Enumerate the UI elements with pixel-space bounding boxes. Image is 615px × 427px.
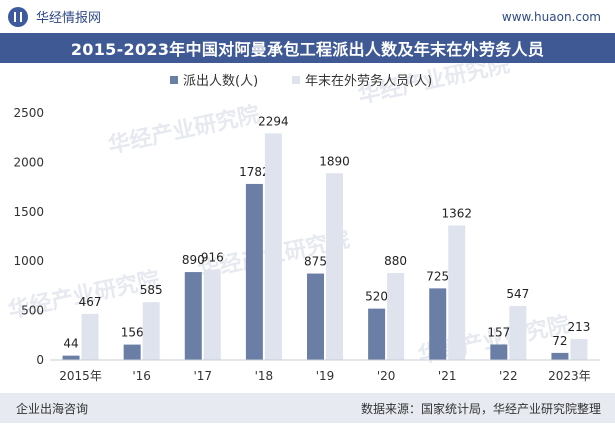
- data-label-abroad: 213: [567, 320, 590, 334]
- brand-name: 华经情报网: [36, 11, 102, 26]
- bar-abroad: [326, 173, 343, 360]
- legend-label-0: 派出人数(人): [183, 74, 258, 89]
- data-label-dispatched: 725: [426, 269, 449, 283]
- y-tick-label: 0: [36, 353, 44, 367]
- top-bar: 华经情报网 www.huaon.com: [0, 0, 615, 33]
- y-tick-label: 1000: [13, 254, 44, 268]
- watermark-text-0: 华经产业研究院: [106, 101, 262, 158]
- x-tick-label: '22: [499, 369, 518, 383]
- x-tick-label: 2023年: [548, 369, 591, 383]
- bar-dispatched: [429, 288, 447, 360]
- data-label-abroad: 880: [384, 254, 407, 268]
- bar-abroad: [142, 302, 160, 360]
- legend-swatch-0: [170, 76, 178, 84]
- bar-dispatched: [123, 344, 141, 360]
- bar-abroad: [264, 133, 282, 360]
- data-label-abroad: 916: [201, 250, 224, 264]
- x-tick-label: '21: [438, 369, 457, 383]
- bar-dispatched: [62, 355, 80, 360]
- y-tick-label: 2000: [13, 155, 44, 169]
- bar-abroad: [203, 269, 221, 360]
- bar-dispatched: [184, 272, 202, 360]
- chart-title: 2015-2023年中国对阿曼承包工程派出人数及年末在外劳务人员: [0, 33, 615, 63]
- bar-abroad: [509, 305, 527, 360]
- bar-dispatched: [368, 308, 386, 360]
- bar-abroad: [81, 313, 99, 360]
- data-source: 数据来源：国家统计局，华经产业研究院整理: [360, 401, 601, 416]
- x-tick-label: '20: [377, 369, 396, 383]
- data-label-abroad: 1890: [319, 154, 350, 168]
- x-tick-label: '18: [255, 369, 274, 383]
- bar-dispatched: [551, 352, 569, 360]
- bar-chart: 华经产业研究院华经产业研究院华经产业研究院华经产业研究院华经产业研究院派出人数(…: [6, 63, 600, 383]
- data-label-dispatched: 890: [182, 253, 205, 267]
- x-tick-label: '16: [132, 369, 151, 383]
- x-tick-label: '17: [193, 369, 212, 383]
- y-tick-label: 500: [21, 304, 44, 318]
- brand: 华经情报网: [8, 6, 102, 27]
- data-label-abroad: 2294: [258, 114, 289, 128]
- y-tick-label: 2500: [13, 106, 44, 120]
- data-label-dispatched: 157: [487, 325, 510, 339]
- site-url: www.huaon.com: [501, 9, 601, 24]
- data-label-dispatched: 520: [365, 290, 388, 304]
- data-label-dispatched: 875: [304, 255, 327, 269]
- bar-dispatched: [245, 183, 263, 360]
- data-label-abroad: 467: [79, 295, 102, 309]
- data-label-dispatched: 156: [121, 326, 144, 340]
- footer: 企业出海咨询 数据来源：国家统计局，华经产业研究院整理: [0, 393, 615, 423]
- legend-label-1: 年末在外劳务人员(人): [305, 73, 432, 89]
- x-tick-label: 2015年: [59, 369, 102, 383]
- data-label-dispatched: 44: [63, 337, 78, 351]
- data-label-dispatched: 72: [552, 334, 567, 348]
- x-tick-label: '19: [316, 369, 335, 383]
- bar-dispatched: [307, 273, 324, 360]
- bar-abroad: [448, 225, 466, 360]
- footer-left-text: 企业出海咨询: [16, 401, 89, 416]
- data-label-abroad: 547: [506, 287, 529, 301]
- legend-swatch-1: [292, 76, 300, 84]
- bar-dispatched: [490, 344, 508, 360]
- bar-abroad: [570, 338, 588, 360]
- bar-abroad: [387, 273, 405, 360]
- y-tick-label: 1500: [13, 205, 44, 219]
- brand-logo-icon: [8, 6, 28, 27]
- data-label-abroad: 585: [140, 283, 163, 297]
- data-label-dispatched: 1782: [239, 165, 270, 179]
- data-label-abroad: 1362: [441, 206, 472, 220]
